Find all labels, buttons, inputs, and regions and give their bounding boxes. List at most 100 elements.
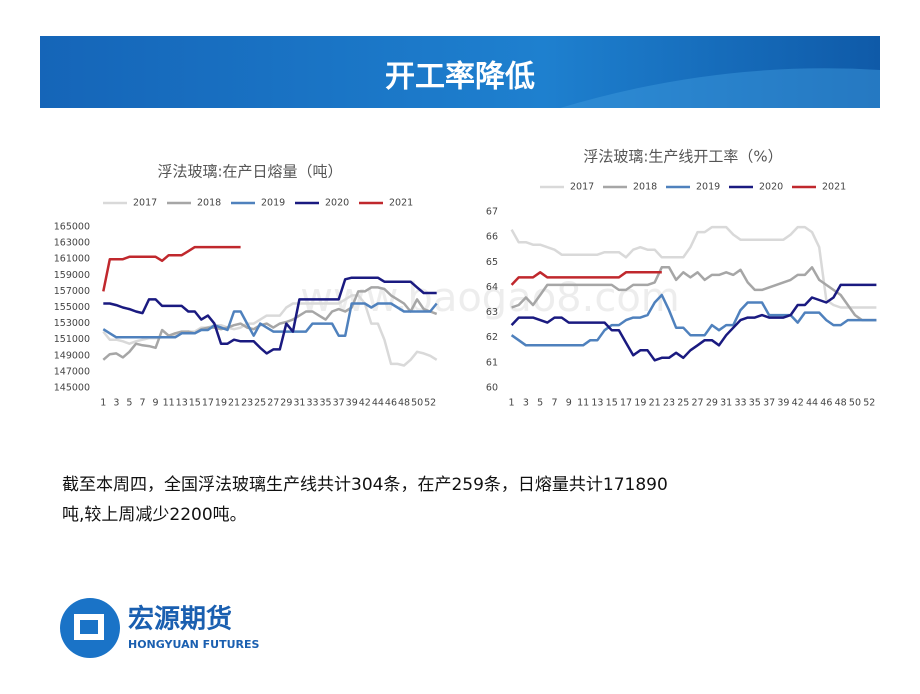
x-tick-label: 15 — [189, 398, 201, 409]
x-tick-label: 42 — [359, 398, 371, 409]
x-tick-label: 1 — [509, 398, 515, 409]
header-title: 开工率降低 — [385, 60, 535, 95]
chart-title: 浮法玻璃:在产日熔量（吨） — [157, 163, 342, 181]
x-tick-label: 42 — [792, 398, 804, 409]
y-tick-label: 63 — [486, 307, 498, 318]
x-tick-label: 37 — [763, 398, 775, 409]
y-tick-label: 147000 — [54, 366, 90, 377]
x-tick-label: 25 — [677, 398, 689, 409]
x-tick-label: 19 — [634, 398, 646, 409]
y-tick-label: 65 — [486, 257, 498, 268]
x-tick-label: 11 — [163, 398, 175, 409]
logo-english: HONGYUAN FUTURES — [128, 638, 260, 651]
x-tick-label: 52 — [863, 398, 875, 409]
series-line — [102, 286, 438, 361]
header-wave — [560, 68, 880, 108]
series-line — [102, 302, 438, 339]
x-tick-label: 15 — [606, 398, 618, 409]
series-line — [510, 225, 877, 309]
x-tick-label: 7 — [551, 398, 557, 409]
x-tick-label: 5 — [126, 398, 132, 409]
x-tick-label: 37 — [333, 398, 345, 409]
x-tick-label: 35 — [749, 398, 761, 409]
body-text: 截至本周四，全国浮法玻璃生产线共计304条，在产259条，日熔量共计171890 — [62, 475, 668, 495]
x-tick-label: 17 — [620, 398, 632, 409]
y-tick-label: 163000 — [54, 238, 90, 249]
x-tick-label: 5 — [537, 398, 543, 409]
x-tick-label: 9 — [566, 398, 572, 409]
watermark: www.baogao8.com — [300, 275, 680, 321]
legend-label: 2021 — [822, 182, 846, 193]
y-tick-label: 67 — [486, 207, 498, 218]
y-tick-label: 153000 — [54, 318, 90, 329]
y-tick-label: 151000 — [54, 334, 90, 345]
y-tick-label: 61 — [486, 357, 498, 368]
x-tick-label: 46 — [385, 398, 397, 409]
y-tick-label: 159000 — [54, 270, 90, 281]
x-tick-label: 13 — [591, 398, 603, 409]
x-tick-label: 48 — [398, 398, 410, 409]
x-tick-label: 46 — [820, 398, 832, 409]
logo-icon — [80, 620, 98, 634]
legend-label: 2017 — [133, 198, 157, 209]
legend-label: 2019 — [261, 198, 285, 209]
x-tick-label: 44 — [806, 398, 818, 409]
x-tick-label: 27 — [267, 398, 279, 409]
legend-label: 2018 — [197, 198, 221, 209]
x-tick-label: 23 — [241, 398, 253, 409]
x-tick-label: 33 — [734, 398, 746, 409]
x-tick-label: 29 — [280, 398, 292, 409]
x-tick-label: 27 — [692, 398, 704, 409]
series-line — [103, 276, 437, 355]
x-tick-label: 3 — [113, 398, 119, 409]
x-tick-label: 7 — [139, 398, 145, 409]
x-tick-label: 17 — [202, 398, 214, 409]
x-tick-label: 21 — [228, 398, 240, 409]
y-tick-label: 66 — [486, 232, 498, 243]
legend-label: 2021 — [389, 198, 413, 209]
x-tick-label: 23 — [663, 398, 675, 409]
x-tick-label: 39 — [346, 398, 358, 409]
x-tick-label: 29 — [706, 398, 718, 409]
x-tick-label: 33 — [306, 398, 318, 409]
y-tick-label: 161000 — [54, 254, 90, 265]
y-tick-label: 149000 — [54, 350, 90, 361]
x-tick-label: 11 — [577, 398, 589, 409]
y-tick-label: 145000 — [54, 383, 90, 394]
x-tick-label: 50 — [849, 398, 861, 409]
x-tick-label: 50 — [411, 398, 423, 409]
series-line — [511, 266, 877, 322]
y-tick-label: 157000 — [54, 286, 90, 297]
x-tick-label: 3 — [523, 398, 529, 409]
x-tick-label: 21 — [649, 398, 661, 409]
logo: 宏源期货 HONGYUAN FUTURES — [60, 598, 260, 658]
x-tick-label: 48 — [835, 398, 847, 409]
series-line — [510, 283, 877, 362]
x-tick-label: 19 — [215, 398, 227, 409]
legend-label: 2020 — [325, 198, 349, 209]
x-tick-label: 35 — [320, 398, 332, 409]
x-tick-label: 13 — [176, 398, 188, 409]
logo-name: 宏源期货 — [128, 604, 232, 635]
body-text: 吨,较上周减少2200吨。 — [62, 505, 247, 525]
x-tick-label: 39 — [777, 398, 789, 409]
x-tick-label: 9 — [153, 398, 159, 409]
y-tick-label: 60 — [486, 383, 498, 394]
y-tick-label: 62 — [486, 332, 498, 343]
y-tick-label: 155000 — [54, 302, 90, 313]
series-line — [510, 271, 662, 286]
x-tick-label: 25 — [254, 398, 266, 409]
y-tick-label: 64 — [486, 282, 498, 293]
series-line — [102, 245, 241, 292]
legend-label: 2019 — [696, 182, 720, 193]
series-line — [510, 293, 877, 347]
y-tick-label: 165000 — [54, 222, 90, 233]
x-tick-label: 52 — [424, 398, 436, 409]
x-tick-label: 1 — [100, 398, 106, 409]
x-tick-label: 44 — [372, 398, 384, 409]
legend-label: 2020 — [759, 182, 783, 193]
x-tick-label: 31 — [293, 398, 305, 409]
legend-label: 2017 — [570, 182, 594, 193]
legend-label: 2018 — [633, 182, 657, 193]
chart-title: 浮法玻璃:生产线开工率（%） — [583, 148, 782, 166]
